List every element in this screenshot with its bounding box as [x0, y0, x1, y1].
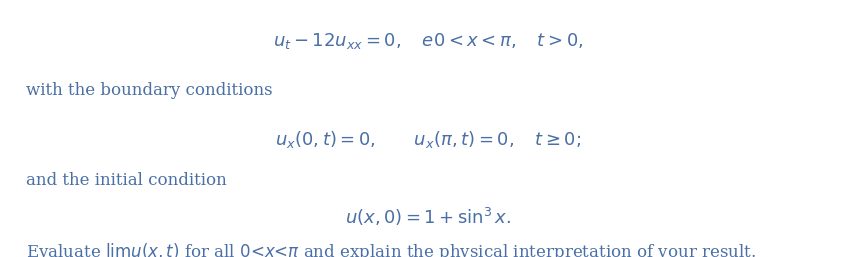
Text: $u_t - 12u_{xx} = 0, \quad e0 < x < \pi, \quad t > 0,$: $u_t - 12u_{xx} = 0, \quad e0 < x < \pi,… [273, 31, 583, 51]
Text: with the boundary conditions: with the boundary conditions [26, 82, 272, 99]
Text: $u_x(0,t) = 0, \qquad u_x(\pi,t) = 0, \quad t \geq 0;$: $u_x(0,t) = 0, \qquad u_x(\pi,t) = 0, \q… [275, 128, 581, 150]
Text: $u(x,0) = 1 + \sin^3 x.$: $u(x,0) = 1 + \sin^3 x.$ [345, 206, 511, 228]
Text: Evaluate $\lim_{t \to \infty} u(x,t)$ for all $0 < x < \pi$ and explain the phys: Evaluate $\lim_{t \to \infty} u(x,t)$ fo… [26, 242, 756, 257]
Text: and the initial condition: and the initial condition [26, 172, 227, 189]
